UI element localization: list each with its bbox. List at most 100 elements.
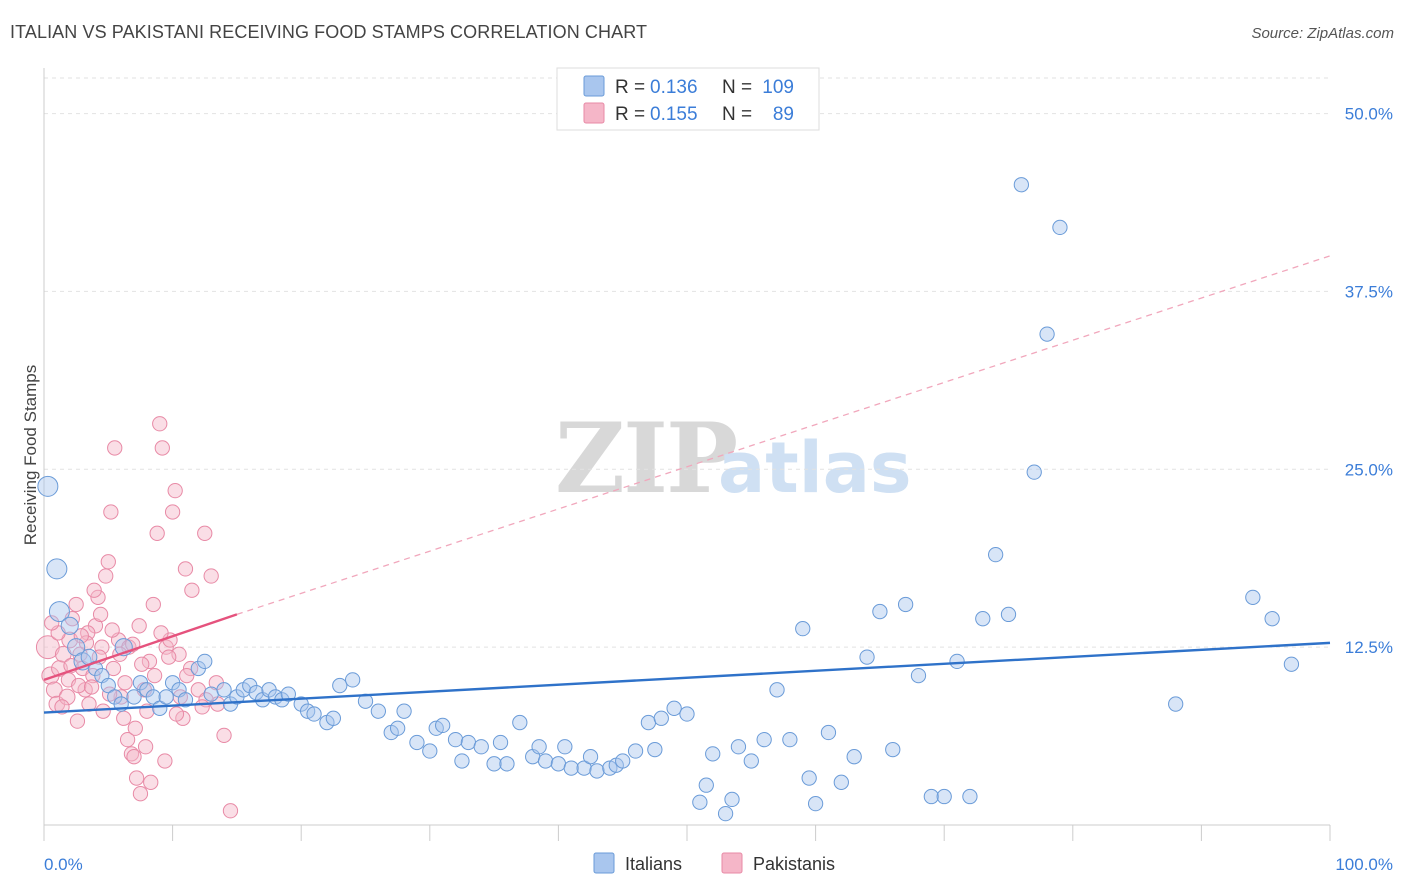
y-tick-label: 12.5%: [1345, 638, 1393, 657]
italians-point: [576, 760, 592, 776]
pakistanis-point: [131, 618, 147, 634]
italians-point: [409, 734, 425, 751]
bottom-legend-swatch-italians: [593, 852, 615, 874]
italians-point: [1026, 464, 1042, 480]
pakistanis-point: [105, 660, 122, 677]
italians-point: [717, 805, 734, 822]
pakistanis-point: [132, 786, 149, 802]
pakistanis-point: [134, 656, 150, 672]
pakistanis-point: [157, 753, 173, 769]
watermark-atlas: atlas: [718, 427, 912, 509]
pakistanis-point: [103, 504, 119, 520]
pakistanis-point: [107, 440, 123, 456]
pakistanis-point: [154, 440, 170, 456]
italians-point: [897, 596, 914, 613]
pakistanis-point: [98, 568, 114, 584]
pakistanis-point: [158, 639, 174, 655]
italians-point: [627, 743, 644, 759]
italians-point: [344, 672, 361, 688]
italians-point: [801, 770, 817, 786]
pakistanis-point: [216, 727, 232, 744]
pakistanis-point: [68, 596, 84, 613]
trend-lines: [43, 255, 1331, 714]
pakistanis-trend-line: [43, 613, 238, 682]
italians-point: [724, 791, 740, 808]
pakistanis-point: [182, 660, 199, 677]
pakistanis-point: [58, 688, 76, 706]
legend-n-label-italians: N =: [722, 77, 752, 98]
pakistanis-point: [194, 699, 210, 715]
y-axis-label: Receiving Food Stamps: [21, 365, 40, 545]
pakistanis-trend-extension: [236, 255, 1331, 616]
italians-point: [872, 603, 888, 620]
italians-point: [46, 558, 68, 580]
italians-point: [698, 777, 714, 793]
source-label: Source: ZipAtlas.com: [1251, 25, 1394, 42]
pakistanis-point: [127, 720, 143, 736]
pakistanis-point: [222, 803, 239, 819]
pakistanis-point: [61, 631, 79, 649]
pakistanis-point: [44, 615, 60, 631]
axes: [43, 68, 1331, 841]
italians-point: [563, 760, 579, 776]
y-tick-label: 25.0%: [1345, 460, 1393, 479]
pakistanis-point: [95, 703, 111, 719]
pakistanis-point: [83, 679, 100, 695]
italians-points: [37, 177, 1300, 822]
y-tick-labels: 12.5% 25.0% 37.5% 50.0%: [1345, 105, 1393, 658]
italians-point: [60, 616, 79, 635]
italians-point: [1000, 606, 1017, 623]
pakistanis-point: [86, 582, 102, 598]
italians-point: [1168, 696, 1184, 712]
italians-point: [48, 601, 70, 623]
legend: R = 0.136 N = 109 R = 0.155 N = 89: [556, 67, 820, 131]
watermark-zip: ZIP: [555, 402, 736, 515]
italians-point: [820, 724, 837, 741]
pakistanis-point: [145, 596, 161, 613]
italians-point: [145, 689, 161, 705]
italians-point: [550, 756, 567, 772]
pakistanis-point: [143, 774, 159, 790]
legend-n-value-italians: 109: [762, 77, 794, 98]
italians-point: [846, 749, 862, 765]
italians-point: [325, 710, 341, 726]
italians-point: [197, 653, 213, 670]
chart-title: ITALIAN VS PAKISTANI RECEIVING FOOD STAM…: [10, 22, 648, 42]
x-tick-label-right: 100.0%: [1335, 855, 1393, 874]
italians-point: [679, 706, 695, 722]
bottom-legend-label-pakistanis: Pakistanis: [753, 854, 835, 874]
italians-point: [557, 739, 573, 755]
pakistanis-point: [128, 770, 145, 786]
pakistanis-point: [90, 589, 106, 605]
italians-point: [306, 706, 322, 722]
italians-point: [782, 731, 798, 748]
italians-point: [1039, 326, 1055, 342]
pakistanis-point: [179, 667, 195, 684]
italians-point: [962, 788, 978, 805]
italians-point: [37, 475, 59, 497]
italians-point: [422, 743, 438, 759]
pakistanis-point: [167, 482, 183, 499]
italians-point: [1245, 589, 1261, 605]
italians-point: [615, 753, 631, 769]
italians-point: [100, 677, 116, 694]
legend-n-label-pakistanis: N =: [722, 104, 752, 125]
pakistanis-point: [168, 706, 185, 722]
x-tick-label-left: 0.0%: [44, 855, 83, 874]
italians-point: [936, 788, 952, 805]
italians-point: [582, 749, 599, 765]
italians-point: [460, 734, 477, 751]
italians-point: [743, 753, 759, 769]
italians-point: [216, 682, 232, 698]
italians-point: [203, 686, 219, 702]
legend-r-label-italians: R =: [615, 77, 645, 98]
italians-point: [923, 788, 939, 805]
italians-point: [975, 611, 991, 627]
italians-point: [692, 794, 708, 810]
pakistanis-point: [69, 713, 86, 729]
pakistanis-point: [119, 731, 136, 748]
italians-point: [949, 653, 965, 670]
italians-point: [390, 720, 406, 736]
legend-r-value-pakistanis: 0.155: [650, 104, 698, 125]
legend-r-value-italians: 0.136: [650, 77, 698, 98]
